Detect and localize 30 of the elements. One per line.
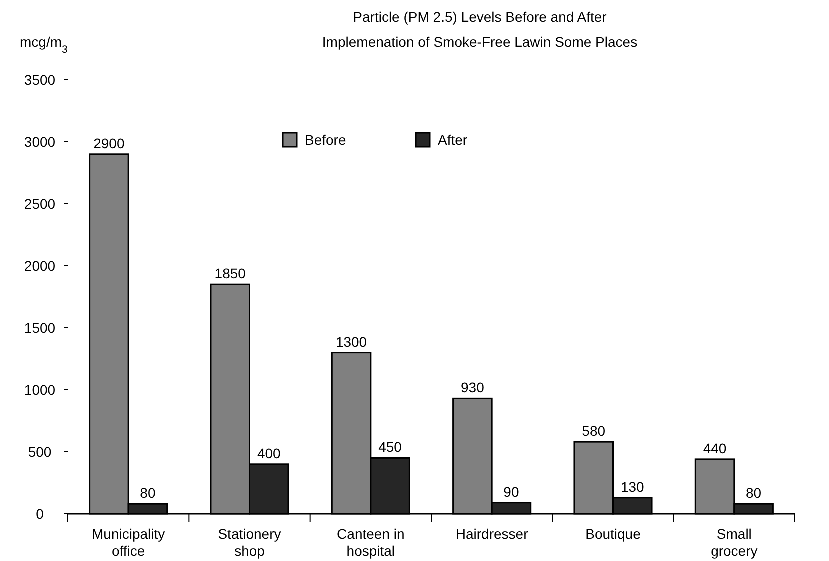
data-label: 1850 [214, 266, 246, 282]
data-label: 400 [257, 445, 282, 462]
data-label: 90 [504, 484, 520, 500]
data-label: 450 [378, 439, 402, 456]
y-tick-label: 2000 [24, 258, 56, 274]
x-tick-label: Hairdresser [456, 526, 529, 542]
data-label: 1300 [336, 334, 368, 350]
legend-label: After [438, 132, 468, 148]
y-tick-label: 3000 [24, 134, 56, 150]
legend-label: Before [305, 132, 346, 148]
y-tick-label: 500 [28, 444, 52, 460]
y-tick-label: 3500 [24, 72, 56, 88]
y-axis-title: mcg/m$_{3}$ [20, 34, 68, 56]
data-label: 930 [461, 380, 485, 396]
y-tick-label: 1500 [24, 320, 56, 336]
data-label: 440 [703, 440, 727, 456]
data-label: 580 [582, 423, 606, 440]
data-label: 2900 [94, 135, 125, 152]
x-tick-label: Boutique [586, 526, 642, 542]
chart-title: Particle (PM 2.5) Levels Before and After Implemenation of Smoke-Free Lawin Some Places [322, 9, 638, 50]
y-tick-label: 0 [36, 506, 44, 522]
x-tick-label: Canteen in hospital [337, 526, 405, 559]
data-label: 130 [620, 478, 645, 495]
x-tick-label: Stationery shop [218, 526, 282, 559]
data-label: 80 [140, 485, 156, 502]
x-tick-label: Small grocery [711, 526, 758, 559]
x-tick-label: Municipality office [92, 526, 166, 559]
y-tick-label: 1000 [24, 382, 56, 398]
data-label: 80 [746, 485, 762, 502]
y-tick-label: 2500 [24, 196, 56, 212]
